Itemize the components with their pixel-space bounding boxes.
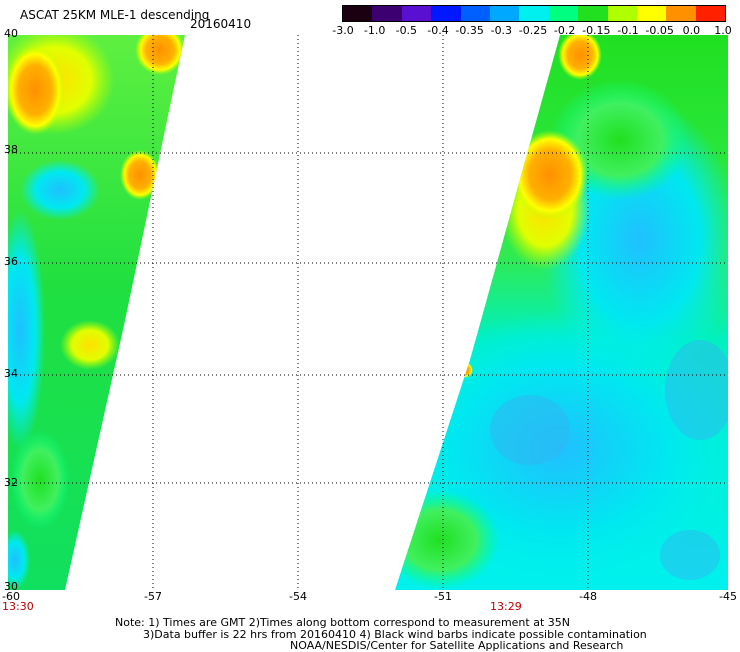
colorbar-segment [489, 6, 520, 21]
map-date: 20160410 [190, 17, 252, 31]
colorbar-segment [636, 6, 667, 21]
map-title: ASCAT 25KM MLE-1 descending [20, 8, 210, 22]
colorbar-label: -0.05 [645, 24, 674, 37]
map-grid [8, 35, 728, 590]
lat-label: 36 [4, 255, 18, 268]
colorbar-segment [401, 6, 432, 21]
colorbar-segment [607, 6, 637, 21]
colorbar-segment [372, 6, 402, 21]
colorbar-label: -0.1 [617, 24, 639, 37]
colorbar-segment [578, 6, 608, 21]
colorbar-label: -0.15 [582, 24, 611, 37]
note-line-2: 3)Data buffer is 22 hrs from 20160410 4)… [143, 628, 647, 641]
lat-label: 38 [4, 143, 18, 156]
colorbar-label: -1.0 [363, 24, 386, 37]
right-swath [395, 35, 728, 590]
lat-label: 40 [4, 27, 18, 40]
colorbar-label: -0.35 [455, 24, 484, 37]
colorbar-segment [519, 6, 549, 21]
colorbar-label: -0.25 [518, 24, 548, 37]
lon-label: -54 [289, 590, 307, 603]
left-swath [8, 35, 185, 590]
colorbar-segment [343, 6, 373, 21]
pass-time-right: 13:29 [490, 600, 522, 613]
colorbar-label: -0.4 [427, 24, 449, 37]
colorbar-segment [666, 6, 696, 21]
longitude-labels: -60 -57 -54 -51 -48 -45 [2, 590, 737, 603]
colorbar-segment [460, 6, 490, 21]
lat-label: 32 [4, 476, 18, 489]
pass-times: 13:30 13:29 [2, 600, 522, 613]
pass-time-left: 13:30 [2, 600, 34, 613]
colorbar-label: 0.0 [682, 24, 701, 37]
note-line-1: Note: 1) Times are GMT 2)Times along bot… [115, 616, 570, 629]
lat-label: 34 [4, 367, 18, 380]
note-line-3: NOAA/NESDIS/Center for Satellite Applica… [290, 639, 624, 652]
colorbar-label: -0.5 [395, 24, 418, 37]
lat-label: 30 [4, 580, 18, 593]
colorbar-label: -0.3 [490, 24, 513, 37]
lon-label: -45 [719, 590, 737, 603]
colorbar-label: 1.0 [714, 24, 732, 37]
lon-label: -60 [2, 590, 20, 603]
lon-label: -48 [579, 590, 597, 603]
lon-label: -57 [144, 590, 162, 603]
lon-label: -51 [434, 590, 452, 603]
colorbar-label: -0.2 [553, 24, 576, 37]
colorbar-label: -3.0 [332, 24, 354, 37]
colorbar [342, 5, 726, 22]
colorbar-segment [695, 6, 726, 21]
colorbar-segment [548, 6, 579, 21]
colorbar-segment [431, 6, 461, 21]
latitude-labels: 40 38 36 34 32 30 [4, 27, 18, 593]
